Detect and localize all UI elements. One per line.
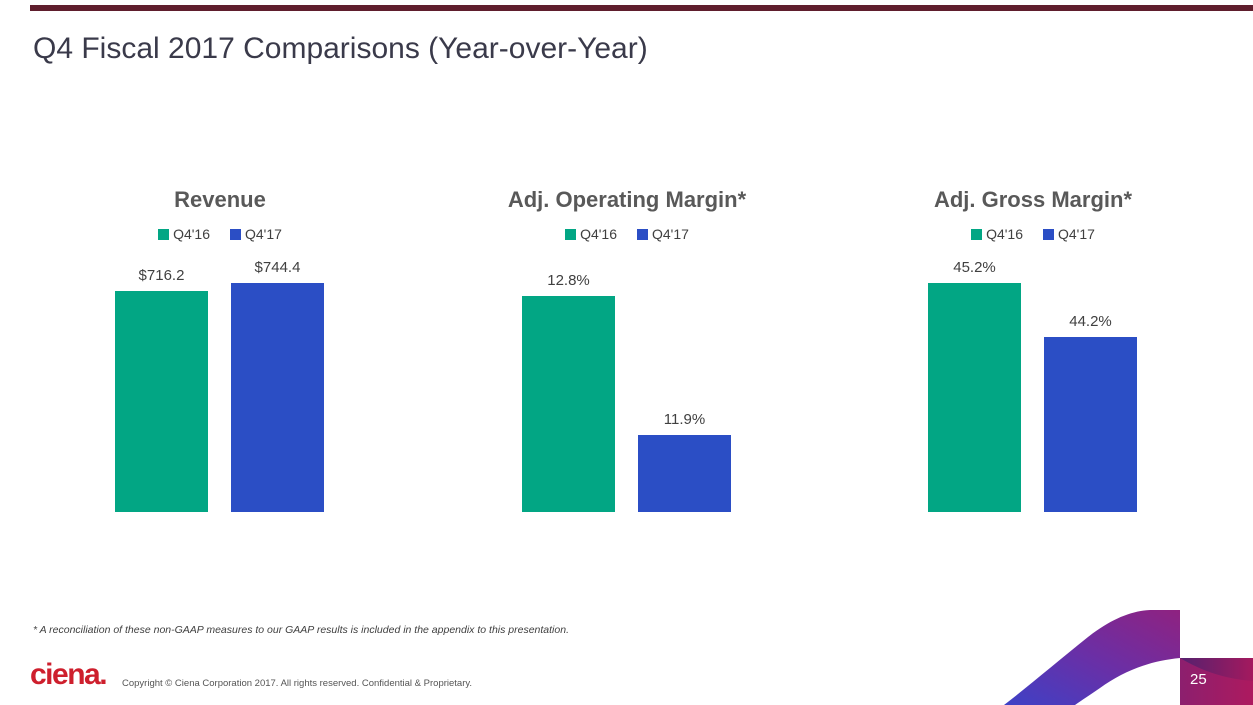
bar-value-label: 45.2% xyxy=(953,259,996,276)
chart-plot-area: $716.2 $744.4 xyxy=(60,250,380,512)
slide-title: Q4 Fiscal 2017 Comparisons (Year-over-Ye… xyxy=(33,32,648,65)
page-number: 25 xyxy=(1190,671,1207,688)
bar-q416 xyxy=(522,296,615,512)
bar-value-label: 11.9% xyxy=(663,411,706,428)
chart-revenue: Revenue Q4'16 Q4'17 $716.2 $744.4 xyxy=(60,186,380,512)
legend-label: Q4'16 xyxy=(173,226,210,242)
legend-item: Q4'16 xyxy=(158,226,210,242)
legend-swatch-icon xyxy=(565,228,577,240)
chart-legend: Q4'16 Q4'17 xyxy=(60,225,380,243)
legend-item: Q4'17 xyxy=(230,226,282,242)
top-accent-bar xyxy=(30,5,1253,11)
footnote: * A reconciliation of these non-GAAP mea… xyxy=(33,624,569,636)
legend-label: Q4'17 xyxy=(245,226,282,242)
legend-item: Q4'17 xyxy=(1043,226,1095,242)
legend-label: Q4'17 xyxy=(652,226,689,242)
chart-legend: Q4'16 Q4'17 xyxy=(467,225,787,243)
chart-legend: Q4'16 Q4'17 xyxy=(873,225,1193,243)
legend-swatch-icon xyxy=(971,228,983,240)
chart-plot-area: 45.2% 44.2% xyxy=(873,250,1193,512)
bar-q417 xyxy=(638,435,731,512)
legend-item: Q4'16 xyxy=(971,226,1023,242)
ciena-logo: ciena. xyxy=(30,658,108,691)
chart-title: Adj. Gross Margin* xyxy=(933,187,1133,212)
bar-value-label: 12.8% xyxy=(547,272,590,289)
legend-swatch-icon xyxy=(158,228,170,240)
bar-value-label: $744.4 xyxy=(254,259,301,276)
legend-swatch-icon xyxy=(637,228,648,240)
bar-value-label: 44.2% xyxy=(1069,313,1112,330)
wave-tail xyxy=(1180,658,1253,705)
wave-decoration-graphic xyxy=(1004,610,1253,705)
wave-ribbon xyxy=(1004,610,1180,705)
copyright-text: Copyright © Ciena Corporation 2017. All … xyxy=(122,678,473,689)
bar-q416 xyxy=(115,291,208,512)
legend-swatch-icon xyxy=(230,228,241,240)
legend-label: Q4'16 xyxy=(580,226,617,242)
bar-q416 xyxy=(928,283,1021,512)
legend-item: Q4'17 xyxy=(637,226,689,242)
chart-adj-operating-margin: Adj. Operating Margin* Q4'16 Q4'17 12.8% 11.… xyxy=(467,186,787,512)
chart-title: Revenue xyxy=(174,187,266,212)
legend-item: Q4'16 xyxy=(565,226,617,242)
legend-swatch-icon xyxy=(1043,228,1054,240)
chart-adj-gross-margin: Adj. Gross Margin* Q4'16 Q4'17 45.2% 44.2% xyxy=(873,186,1193,512)
legend-label: Q4'16 xyxy=(986,226,1023,242)
chart-plot-area: 12.8% 11.9% xyxy=(467,250,787,512)
legend-label: Q4'17 xyxy=(1058,226,1095,242)
bar-q417 xyxy=(1044,337,1137,512)
chart-title: Adj. Operating Margin* xyxy=(507,187,747,212)
bar-value-label: $716.2 xyxy=(138,267,185,284)
bar-q417 xyxy=(231,283,324,512)
